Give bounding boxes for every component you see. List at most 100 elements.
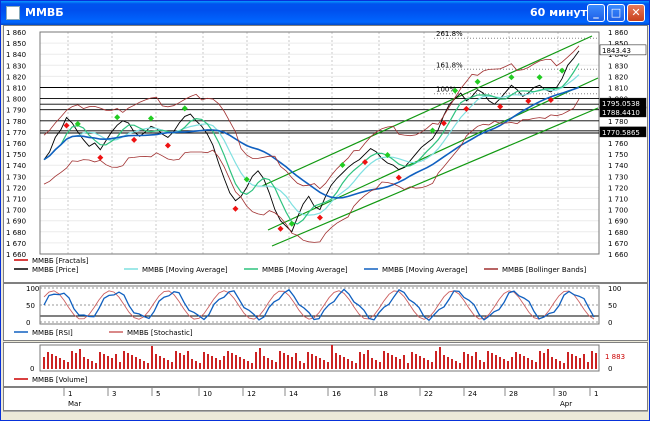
oscillator-panel[interactable]: 100 100 50 50 0 0 ММВБ [RSI] ММВБ [Stochastic]: [3, 283, 648, 341]
volume-bar: [391, 355, 393, 369]
timeframe-label: 60 минут: [530, 6, 587, 19]
volume-bar: [475, 352, 477, 369]
volume-bar: [595, 353, 597, 369]
volume-bar: [303, 363, 305, 369]
volume-bar: [371, 358, 373, 369]
date-tick-label: 22: [424, 390, 433, 398]
volume-bar: [427, 360, 429, 369]
volume-bar: [259, 348, 261, 369]
volume-tick-right: 0: [608, 365, 612, 373]
maximize-button[interactable]: □: [607, 4, 625, 22]
volume-bar: [147, 363, 149, 369]
volume-bar: [163, 358, 165, 369]
volume-bar: [587, 362, 589, 369]
price-badge-text: 1843.43: [602, 47, 631, 55]
volume-bar: [167, 360, 169, 369]
legend-label: ММВБ [Moving Average]: [262, 266, 348, 274]
date-tick-label: 14: [289, 390, 298, 398]
volume-bar: [291, 357, 293, 369]
volume-bar: [263, 356, 265, 369]
osc-tick-left: 0: [26, 319, 30, 327]
date-tick-label: 1: [594, 390, 598, 398]
y-tick-left: 1 820: [6, 73, 26, 81]
volume-chart[interactable]: 0 0 1 883 ММВБ [Volume]: [4, 343, 647, 386]
volume-panel[interactable]: 0 0 1 883 ММВБ [Volume]: [3, 342, 648, 387]
date-tick-label: 18: [379, 390, 388, 398]
volume-bar: [551, 357, 553, 369]
volume-bar: [143, 361, 145, 369]
y-tick-right: 1 660: [608, 251, 628, 259]
volume-bar: [367, 350, 369, 369]
price-chart[interactable]: 1 860 1 860 1 850 1 850 1 840 1 840 1 830 1 830…: [4, 26, 647, 282]
up-fractal-marker: [452, 87, 459, 94]
volume-bar: [79, 349, 81, 369]
minimize-button[interactable]: _: [587, 4, 605, 22]
volume-bar: [103, 354, 105, 369]
volume-bar: [231, 353, 233, 369]
volume-bar: [151, 346, 153, 369]
y-tick-right: 1 670: [608, 240, 628, 248]
volume-bar: [179, 353, 181, 369]
volume-bar: [91, 361, 93, 369]
volume-bar: [571, 354, 573, 369]
volume-bar: [563, 363, 565, 369]
volume-bar: [299, 361, 301, 369]
volume-bar: [459, 363, 461, 369]
volume-bar: [107, 356, 109, 369]
down-fractal-marker: [232, 205, 239, 212]
y-tick-left: 1 730: [6, 173, 26, 181]
volume-plot-frame: [39, 344, 600, 372]
volume-bar: [479, 360, 481, 369]
down-fractal-marker: [277, 225, 284, 232]
osc-tick-right: 100: [608, 285, 621, 293]
volume-bar: [515, 352, 517, 369]
volume-bar: [183, 355, 185, 369]
volume-bar: [155, 354, 157, 369]
volume-bar: [311, 354, 313, 369]
date-tick-label: 3: [112, 390, 116, 398]
ma-light-cyan-line: [43, 74, 580, 216]
volume-bar: [55, 356, 57, 369]
volume-bar: [435, 351, 437, 369]
date-tick-label: 10: [203, 390, 212, 398]
volume-bar: [439, 347, 441, 369]
price-badge-box: [599, 126, 647, 138]
volume-bar: [339, 355, 341, 369]
up-fractal-marker: [474, 78, 481, 85]
volume-bar: [331, 345, 333, 369]
up-fractal-marker: [74, 120, 81, 127]
volume-bar: [83, 357, 85, 369]
down-fractal-marker: [525, 98, 532, 105]
price-panel[interactable]: 1 860 1 860 1 850 1 850 1 840 1 840 1 830 1 830…: [3, 25, 648, 283]
volume-bar: [203, 352, 205, 369]
volume-bar: [507, 361, 509, 369]
volume-bar: [531, 360, 533, 369]
volume-bar: [355, 363, 357, 369]
stochastic-line: [43, 290, 595, 320]
volume-bar: [215, 358, 217, 369]
volume-bar: [431, 362, 433, 369]
rsi-line: [43, 288, 595, 322]
volume-bar: [239, 357, 241, 369]
month-label: Mar: [68, 400, 81, 408]
volume-bar: [111, 358, 113, 369]
volume-current-value: 1 883: [605, 353, 625, 361]
down-fractal-marker: [547, 96, 554, 103]
volume-bar: [419, 356, 421, 369]
y-tick-right: 1 840: [608, 51, 628, 59]
up-fractal-marker: [288, 220, 295, 227]
volume-bar: [423, 358, 425, 369]
volume-bar: [503, 359, 505, 369]
down-fractal-marker: [164, 142, 171, 149]
up-fractal-marker: [508, 74, 515, 81]
volume-bar: [319, 358, 321, 369]
volume-bar: [223, 356, 225, 369]
title-bar[interactable]: ММВБ 60 минут _ □ ✕: [1, 1, 649, 25]
close-button[interactable]: ✕: [627, 4, 645, 22]
volume-bar: [43, 357, 45, 369]
volume-bar: [555, 359, 557, 369]
volume-bar: [67, 362, 69, 369]
volume-bar: [207, 354, 209, 369]
volume-bar: [47, 352, 49, 369]
